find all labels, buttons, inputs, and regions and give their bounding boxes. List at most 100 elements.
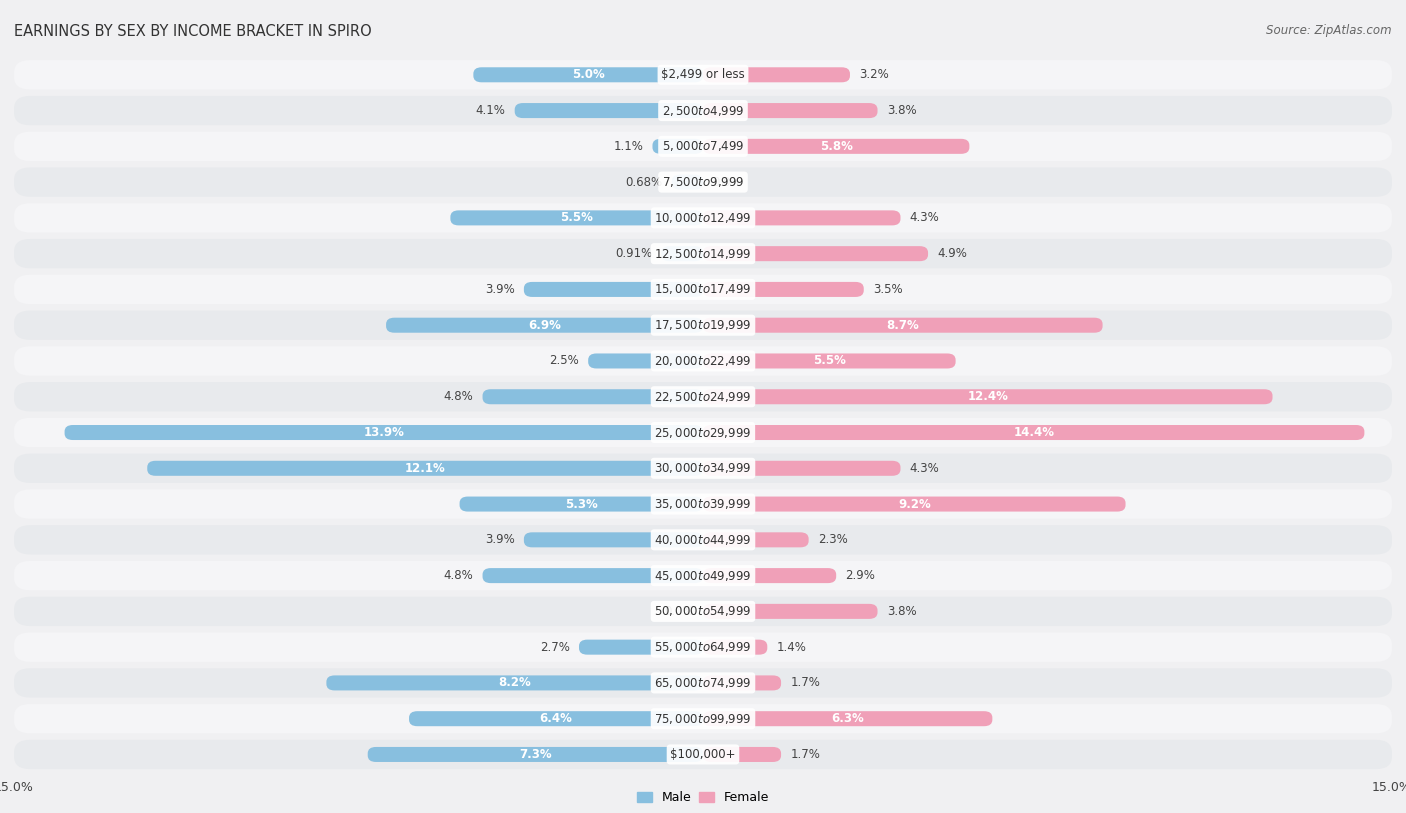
Text: $35,000 to $39,999: $35,000 to $39,999 <box>654 497 752 511</box>
FancyBboxPatch shape <box>14 96 1392 125</box>
FancyBboxPatch shape <box>703 389 1272 404</box>
Text: 4.1%: 4.1% <box>475 104 506 117</box>
FancyBboxPatch shape <box>14 454 1392 483</box>
FancyBboxPatch shape <box>474 67 703 82</box>
FancyBboxPatch shape <box>14 132 1392 161</box>
Text: 4.3%: 4.3% <box>910 211 939 224</box>
FancyBboxPatch shape <box>703 67 851 82</box>
FancyBboxPatch shape <box>672 175 703 189</box>
FancyBboxPatch shape <box>14 60 1392 89</box>
Text: 0.68%: 0.68% <box>626 176 662 189</box>
Text: $5,000 to $7,499: $5,000 to $7,499 <box>662 139 744 154</box>
Text: EARNINGS BY SEX BY INCOME BRACKET IN SPIRO: EARNINGS BY SEX BY INCOME BRACKET IN SPI… <box>14 24 371 39</box>
FancyBboxPatch shape <box>148 461 703 476</box>
FancyBboxPatch shape <box>409 711 703 726</box>
FancyBboxPatch shape <box>450 211 703 225</box>
Text: 2.3%: 2.3% <box>818 533 848 546</box>
Text: $17,500 to $19,999: $17,500 to $19,999 <box>654 318 752 333</box>
Text: 4.8%: 4.8% <box>444 569 474 582</box>
FancyBboxPatch shape <box>703 425 1364 440</box>
FancyBboxPatch shape <box>703 246 928 261</box>
FancyBboxPatch shape <box>482 389 703 404</box>
Text: 3.2%: 3.2% <box>859 68 889 81</box>
Text: $100,000+: $100,000+ <box>671 748 735 761</box>
FancyBboxPatch shape <box>14 489 1392 519</box>
Text: 12.1%: 12.1% <box>405 462 446 475</box>
Text: $22,500 to $24,999: $22,500 to $24,999 <box>654 389 752 404</box>
FancyBboxPatch shape <box>14 418 1392 447</box>
FancyBboxPatch shape <box>460 497 703 511</box>
Text: $15,000 to $17,499: $15,000 to $17,499 <box>654 282 752 297</box>
FancyBboxPatch shape <box>14 346 1392 376</box>
FancyBboxPatch shape <box>703 676 782 690</box>
FancyBboxPatch shape <box>14 239 1392 268</box>
FancyBboxPatch shape <box>14 275 1392 304</box>
Text: 0.91%: 0.91% <box>614 247 652 260</box>
Text: Source: ZipAtlas.com: Source: ZipAtlas.com <box>1267 24 1392 37</box>
FancyBboxPatch shape <box>652 139 703 154</box>
FancyBboxPatch shape <box>387 318 703 333</box>
Text: 4.8%: 4.8% <box>444 390 474 403</box>
Text: $20,000 to $22,499: $20,000 to $22,499 <box>654 354 752 368</box>
Text: 3.8%: 3.8% <box>887 104 917 117</box>
Text: 1.1%: 1.1% <box>613 140 644 153</box>
FancyBboxPatch shape <box>703 318 1102 333</box>
Text: 8.7%: 8.7% <box>886 319 920 332</box>
Text: 7.3%: 7.3% <box>519 748 551 761</box>
Text: 3.9%: 3.9% <box>485 283 515 296</box>
Text: 5.3%: 5.3% <box>565 498 598 511</box>
Text: 14.4%: 14.4% <box>1014 426 1054 439</box>
FancyBboxPatch shape <box>579 640 703 654</box>
FancyBboxPatch shape <box>524 282 703 297</box>
Text: $30,000 to $34,999: $30,000 to $34,999 <box>654 461 752 476</box>
FancyBboxPatch shape <box>14 561 1392 590</box>
Text: $12,500 to $14,999: $12,500 to $14,999 <box>654 246 752 261</box>
Text: 3.9%: 3.9% <box>485 533 515 546</box>
FancyBboxPatch shape <box>703 747 782 762</box>
Text: 5.8%: 5.8% <box>820 140 852 153</box>
FancyBboxPatch shape <box>661 246 703 261</box>
FancyBboxPatch shape <box>588 354 703 368</box>
FancyBboxPatch shape <box>14 167 1392 197</box>
Text: 5.5%: 5.5% <box>813 354 846 367</box>
FancyBboxPatch shape <box>14 382 1392 411</box>
Text: $10,000 to $12,499: $10,000 to $12,499 <box>654 211 752 225</box>
Text: $2,500 to $4,999: $2,500 to $4,999 <box>662 103 744 118</box>
Text: 4.9%: 4.9% <box>938 247 967 260</box>
FancyBboxPatch shape <box>14 633 1392 662</box>
Text: 12.4%: 12.4% <box>967 390 1008 403</box>
FancyBboxPatch shape <box>703 461 900 476</box>
Text: 1.7%: 1.7% <box>790 676 820 689</box>
FancyBboxPatch shape <box>14 203 1392 233</box>
Text: 3.5%: 3.5% <box>873 283 903 296</box>
FancyBboxPatch shape <box>14 597 1392 626</box>
Text: 4.3%: 4.3% <box>910 462 939 475</box>
Legend: Male, Female: Male, Female <box>631 786 775 809</box>
FancyBboxPatch shape <box>14 525 1392 554</box>
FancyBboxPatch shape <box>703 640 768 654</box>
Text: 3.8%: 3.8% <box>887 605 917 618</box>
Text: 6.9%: 6.9% <box>529 319 561 332</box>
Text: $40,000 to $44,999: $40,000 to $44,999 <box>654 533 752 547</box>
Text: $45,000 to $49,999: $45,000 to $49,999 <box>654 568 752 583</box>
Text: 1.4%: 1.4% <box>776 641 807 654</box>
FancyBboxPatch shape <box>703 282 863 297</box>
Text: $65,000 to $74,999: $65,000 to $74,999 <box>654 676 752 690</box>
Text: $25,000 to $29,999: $25,000 to $29,999 <box>654 425 752 440</box>
Text: 1.7%: 1.7% <box>790 748 820 761</box>
FancyBboxPatch shape <box>368 747 703 762</box>
FancyBboxPatch shape <box>14 311 1392 340</box>
FancyBboxPatch shape <box>703 139 969 154</box>
Text: 2.5%: 2.5% <box>550 354 579 367</box>
Text: $2,499 or less: $2,499 or less <box>661 68 745 81</box>
Text: 0.0%: 0.0% <box>664 605 693 618</box>
Text: 5.5%: 5.5% <box>560 211 593 224</box>
FancyBboxPatch shape <box>703 604 877 619</box>
FancyBboxPatch shape <box>482 568 703 583</box>
FancyBboxPatch shape <box>703 533 808 547</box>
FancyBboxPatch shape <box>14 668 1392 698</box>
Text: 8.2%: 8.2% <box>498 676 531 689</box>
Text: 2.9%: 2.9% <box>845 569 876 582</box>
FancyBboxPatch shape <box>703 568 837 583</box>
FancyBboxPatch shape <box>14 740 1392 769</box>
